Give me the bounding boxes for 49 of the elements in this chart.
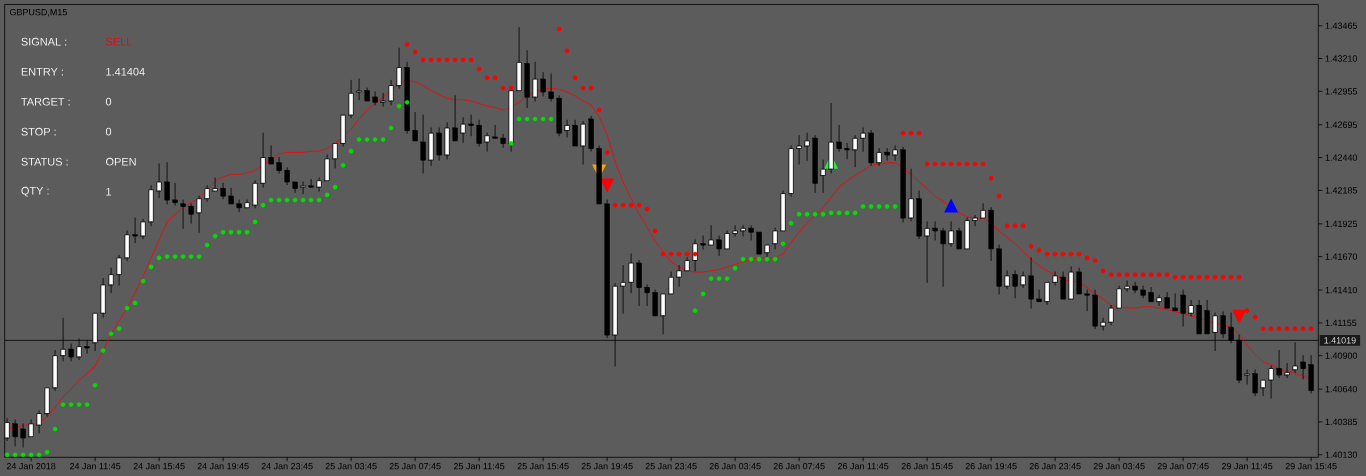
x-tick-label: 24 Jan 2018 bbox=[6, 463, 56, 470]
y-tick-label: 1.41410 bbox=[1325, 286, 1358, 294]
y-tick-label: 1.43210 bbox=[1325, 55, 1358, 62]
x-tick-label: 29 Jan 03:45 bbox=[1093, 463, 1145, 470]
x-tick-label: 25 Jan 23:45 bbox=[645, 463, 697, 470]
x-tick-label: 24 Jan 19:45 bbox=[197, 463, 249, 470]
annotation: 0 bbox=[105, 97, 112, 106]
x-tick-label: 24 Jan 23:45 bbox=[261, 463, 313, 470]
annotation: 0 bbox=[105, 127, 112, 136]
annotation: SELL bbox=[106, 37, 132, 46]
annotation: ENTRY : bbox=[21, 67, 63, 76]
y-tick-label: 1.43465 bbox=[1325, 22, 1358, 29]
chart-title: GBPUSD,M15 bbox=[9, 8, 67, 17]
annotation: 1.41404 bbox=[106, 67, 145, 76]
x-tick-label: 25 Jan 19:45 bbox=[581, 463, 633, 470]
annotation: TARGET : bbox=[21, 97, 70, 106]
annotation: OPEN bbox=[106, 157, 136, 166]
y-tick-label: 1.40640 bbox=[1325, 385, 1358, 393]
y-tick-label: 1.42440 bbox=[1325, 154, 1358, 161]
y-tick-label: 1.40130 bbox=[1325, 451, 1358, 458]
y-tick-label: 1.41925 bbox=[1325, 220, 1358, 227]
x-tick-label: 24 Jan 11:45 bbox=[69, 463, 121, 470]
x-tick-label: 26 Jan 23:45 bbox=[1029, 463, 1081, 470]
y-tick-label: 1.40385 bbox=[1325, 418, 1358, 426]
ref-line-label: 1.41019 bbox=[1324, 337, 1356, 344]
y-tick-label: 1.40900 bbox=[1325, 352, 1358, 359]
annotation: STOP : bbox=[21, 127, 56, 136]
annotation: 1 bbox=[106, 187, 112, 196]
y-tick-label: 1.42955 bbox=[1325, 88, 1358, 95]
y-tick-label: 1.41155 bbox=[1325, 319, 1357, 327]
annotation: QTY : bbox=[21, 186, 49, 197]
x-tick-label: 26 Jan 07:45 bbox=[773, 463, 825, 470]
x-tick-label: 26 Jan 19:45 bbox=[965, 463, 1017, 470]
x-tick-label: 26 Jan 15:45 bbox=[901, 463, 953, 470]
x-tick-label: 25 Jan 15:45 bbox=[517, 463, 569, 470]
x-tick-label: 29 Jan 07:45 bbox=[1157, 463, 1209, 470]
y-tick-label: 1.42695 bbox=[1325, 121, 1358, 128]
x-tick-label: 25 Jan 11:45 bbox=[453, 463, 505, 470]
x-tick-label: 25 Jan 03:45 bbox=[325, 463, 377, 470]
x-tick-label: 29 Jan 15:45 bbox=[1285, 463, 1337, 470]
x-tick-label: 25 Jan 07:45 bbox=[389, 463, 441, 470]
y-tick-label: 1.42185 bbox=[1325, 187, 1358, 194]
x-tick-label: 24 Jan 15:45 bbox=[133, 463, 185, 470]
y-tick-label: 1.41670 bbox=[1325, 253, 1358, 260]
x-tick-label: 29 Jan 11:45 bbox=[1221, 463, 1273, 470]
annotation: STATUS : bbox=[21, 157, 68, 166]
x-tick-label: 26 Jan 11:45 bbox=[837, 463, 889, 470]
annotation: SIGNAL : bbox=[21, 37, 67, 46]
x-tick-label: 26 Jan 03:45 bbox=[709, 463, 761, 470]
